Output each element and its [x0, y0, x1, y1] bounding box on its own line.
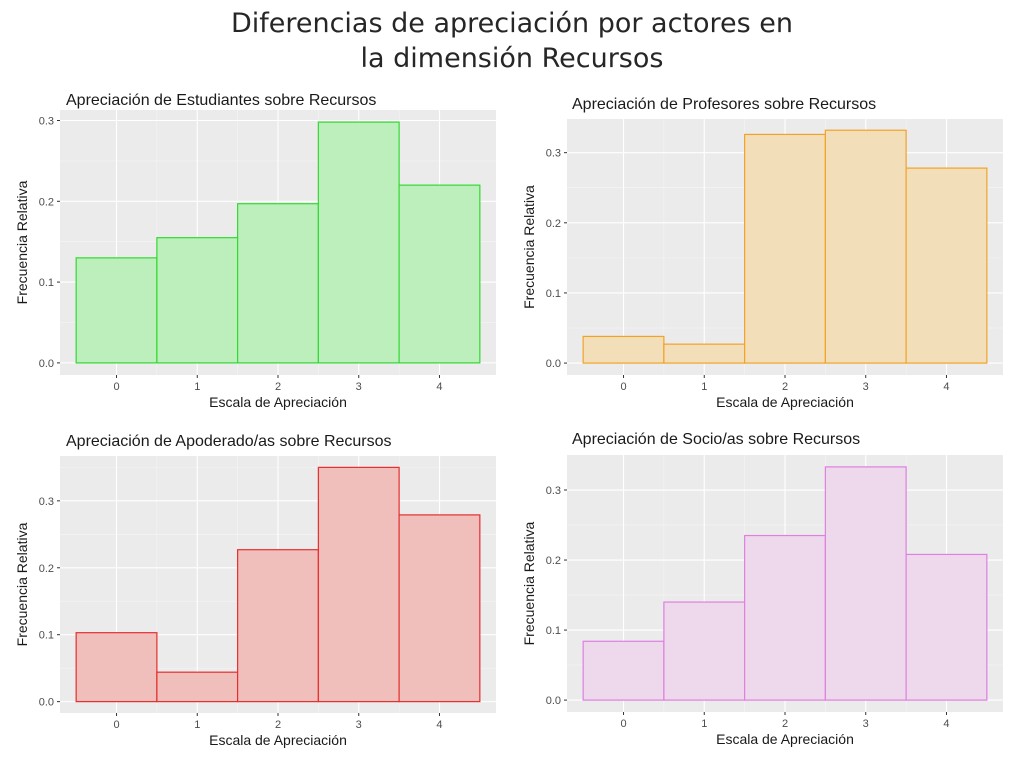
x-tick-label: 1 [701, 718, 707, 730]
x-tick-label: 0 [620, 381, 626, 393]
x-tick-label: 1 [701, 381, 707, 393]
chart-panel-3: 0.0 0.1 0.2 0.3 0 1 2 3 4 Escala de Apreciación Fr… [14, 433, 496, 748]
bar-3 [824, 466, 907, 701]
chart-panel-4: 0.0 0.1 0.2 0.3 0 1 2 3 4 Escala de Apreciación Fr… [521, 431, 1003, 747]
bar-1 [663, 343, 746, 364]
bar-4 [905, 553, 988, 701]
y-tick-label: 0.3 [39, 496, 54, 508]
x-tick-label: 2 [782, 718, 788, 730]
bar-3 [317, 121, 400, 364]
x-tick-label: 3 [356, 719, 362, 731]
x-tick-label: 2 [782, 381, 788, 393]
y-tick-label: 0.0 [39, 697, 54, 709]
y-tick-label: 0.0 [546, 358, 561, 370]
bar-1 [663, 601, 746, 701]
x-tick-label: 4 [436, 719, 442, 731]
chart-panel-1: 0.0 0.1 0.2 0.3 0 1 2 3 4 Escala de Apreciación Fr… [14, 92, 496, 410]
x-tick-label: 3 [863, 718, 869, 730]
chart-title: Apreciación de Estudiantes sobre Recurso… [66, 92, 376, 109]
y-tick-label: 0.1 [546, 625, 561, 637]
y-tick-label: 0.3 [39, 116, 54, 128]
x-axis-label: Escala de Apreciación [209, 732, 347, 748]
y-axis-label: Frecuencia Relativa [521, 521, 537, 645]
y-tick-label: 0.2 [546, 555, 561, 567]
bar-2 [237, 203, 319, 364]
y-tick-label: 0.1 [546, 288, 561, 300]
x-tick-label: 1 [194, 719, 200, 731]
y-tick-label: 0.0 [39, 358, 54, 370]
bar-2 [744, 133, 826, 364]
x-tick-label: 2 [275, 719, 281, 731]
y-tick-label: 0.3 [546, 485, 561, 497]
bar-4 [398, 184, 481, 364]
x-tick-label: 0 [620, 718, 626, 730]
x-tick-label: 4 [943, 718, 949, 730]
slide-title: Diferencias de apreciación por actores e… [0, 6, 1024, 76]
y-tick-label: 0.0 [546, 695, 561, 707]
chart-panel-2: 0.0 0.1 0.2 0.3 0 1 2 3 4 Escala de Apreciación Fr… [521, 96, 1003, 410]
x-axis-label: Escala de Apreciación [716, 394, 854, 410]
y-tick-label: 0.2 [546, 218, 561, 230]
bar-1 [156, 237, 239, 364]
x-tick-label: 4 [436, 381, 442, 393]
bar-4 [905, 167, 988, 364]
bar-2 [237, 549, 319, 703]
bar-4 [398, 514, 481, 703]
x-tick-label: 4 [943, 381, 949, 393]
slide-title-line-1: Diferencias de apreciación por actores e… [230, 8, 794, 39]
y-axis-label: Frecuencia Relativa [14, 522, 30, 646]
y-tick-label: 0.1 [39, 277, 54, 289]
x-axis-label: Escala de Apreciación [209, 394, 347, 410]
x-axis-label: Escala de Apreciación [716, 731, 854, 747]
chart-title: Apreciación de Profesores sobre Recursos [572, 96, 876, 113]
y-tick-label: 0.2 [39, 196, 54, 208]
x-tick-label: 3 [356, 381, 362, 393]
chart-title: Apreciación de Socio/as sobre Recursos [572, 431, 860, 448]
bar-0 [75, 632, 158, 703]
x-tick-label: 1 [194, 381, 200, 393]
x-tick-label: 0 [113, 719, 119, 731]
y-axis-label: Frecuencia Relativa [521, 185, 537, 309]
bar-0 [582, 640, 665, 701]
bar-0 [75, 257, 158, 364]
y-axis-label: Frecuencia Relativa [14, 180, 30, 304]
chart-title: Apreciación de Apoderado/as sobre Recurs… [66, 433, 392, 450]
y-tick-label: 0.2 [39, 563, 54, 575]
x-tick-label: 3 [863, 381, 869, 393]
bar-3 [317, 466, 400, 703]
bar-2 [744, 534, 826, 701]
slide-title-line-2: la dimensión Recursos [360, 43, 664, 74]
x-tick-label: 2 [275, 381, 281, 393]
x-tick-label: 0 [113, 381, 119, 393]
bar-0 [582, 335, 665, 364]
y-tick-label: 0.1 [39, 630, 54, 642]
y-tick-label: 0.3 [546, 148, 561, 160]
bar-1 [156, 671, 239, 703]
bar-3 [824, 129, 907, 364]
